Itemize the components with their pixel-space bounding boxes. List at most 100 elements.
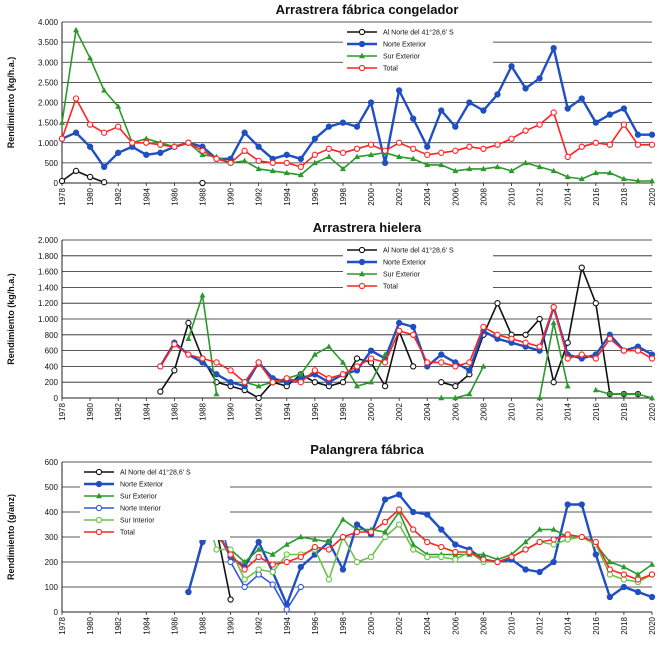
marker (592, 355, 599, 362)
marker (508, 135, 515, 142)
x-tick-label: 1986 (170, 616, 179, 634)
marker (438, 553, 445, 561)
x-tick-label: 2016 (592, 187, 601, 205)
marker (283, 541, 290, 547)
marker (339, 149, 347, 156)
marker (353, 355, 361, 362)
marker (255, 143, 262, 150)
marker (339, 566, 347, 573)
y-tick-label: 1.000 (38, 315, 59, 324)
y-tick-label: 600 (45, 458, 59, 467)
x-tick-label: 1990 (227, 187, 236, 205)
marker (227, 367, 234, 374)
legend-label: Al Norte del 41°28,6' S (383, 29, 454, 37)
marker (410, 155, 417, 162)
marker (115, 149, 122, 156)
x-tick-label: 2008 (479, 402, 488, 420)
marker (157, 388, 164, 395)
x-tick-label: 2006 (451, 402, 460, 420)
marker (171, 143, 178, 150)
marker (508, 167, 515, 174)
marker (185, 319, 192, 327)
legend-label: Norte Exterior (120, 482, 164, 489)
marker (269, 581, 276, 588)
legend-label: Al Norte del 41°28,6' S (383, 247, 454, 255)
marker (381, 533, 389, 541)
marker (424, 151, 431, 158)
marker (199, 538, 206, 546)
y-tick-label: 1.400 (38, 283, 59, 292)
marker (494, 141, 501, 148)
y-tick-label: 500 (45, 483, 59, 492)
marker (536, 163, 543, 170)
marker (381, 518, 389, 526)
marker (255, 553, 262, 561)
marker (73, 26, 80, 33)
marker (241, 147, 248, 154)
marker (410, 546, 417, 553)
marker (606, 111, 614, 118)
marker (452, 548, 459, 556)
x-tick-label: 1984 (142, 402, 151, 420)
x-tick-label: 2004 (423, 402, 432, 420)
marker (592, 386, 599, 393)
marker (649, 561, 655, 567)
legend-marker (95, 468, 103, 476)
marker (368, 379, 375, 385)
marker (480, 363, 487, 369)
marker (494, 163, 501, 170)
marker (466, 390, 473, 397)
legend-label: Total (383, 284, 398, 291)
marker (452, 394, 459, 401)
marker (620, 390, 627, 397)
marker (466, 99, 473, 106)
legend-marker (95, 516, 103, 524)
legend-marker (358, 64, 366, 72)
legend-label: Sur Interior (120, 518, 155, 525)
marker (522, 127, 529, 134)
marker (157, 363, 164, 370)
x-tick-label: 1994 (283, 616, 292, 634)
series-line (187, 498, 653, 583)
x-tick-label: 1998 (339, 187, 348, 205)
marker (269, 561, 276, 568)
marker (620, 583, 628, 591)
x-tick-label: 1992 (255, 402, 264, 420)
x-tick-label: 1992 (255, 616, 264, 634)
marker (367, 528, 375, 536)
marker (648, 131, 656, 138)
marker (325, 538, 332, 545)
x-tick-label: 2002 (395, 616, 404, 634)
marker (129, 139, 136, 146)
x-tick-label: 1998 (339, 616, 348, 634)
chart-title: Palangrera fábrica (310, 442, 424, 457)
marker (480, 107, 487, 114)
x-tick-label: 1978 (58, 616, 67, 634)
marker (101, 87, 108, 93)
marker (592, 300, 599, 307)
y-tick-label: 600 (45, 347, 59, 356)
marker (381, 147, 389, 154)
marker (634, 588, 642, 596)
marker (410, 323, 417, 331)
x-tick-label: 2012 (536, 616, 545, 634)
x-tick-label: 1996 (311, 402, 320, 420)
marker (353, 123, 361, 130)
marker (648, 571, 656, 578)
marker (339, 165, 346, 172)
chart-title: Arrastrera fábrica congelador (276, 2, 459, 17)
marker (522, 339, 529, 346)
marker (283, 169, 290, 176)
marker (297, 553, 304, 561)
marker (508, 553, 515, 561)
marker (311, 379, 319, 386)
marker (395, 139, 403, 146)
marker (367, 553, 375, 561)
legend-label: Total (383, 66, 398, 73)
marker (255, 571, 262, 578)
marker (339, 516, 346, 522)
x-tick-label: 2018 (620, 187, 629, 205)
marker (325, 343, 332, 349)
marker (297, 371, 304, 377)
marker (255, 157, 262, 165)
